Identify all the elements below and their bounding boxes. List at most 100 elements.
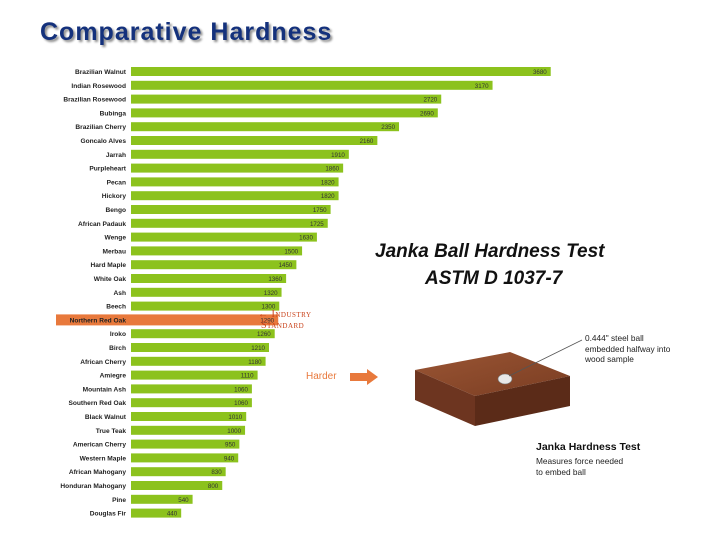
bar-douglas-fir: [131, 508, 182, 518]
bar-honduran-mahogany: [131, 481, 223, 490]
category-label: Amiegre: [100, 373, 127, 380]
value-label: 1860: [325, 166, 339, 173]
ball-note-line3: wood sample: [585, 354, 634, 364]
category-label: Bubinga: [100, 110, 127, 117]
wood-block-top: [415, 352, 570, 396]
category-label: Hard Maple: [90, 262, 126, 269]
category-label: Pine: [112, 497, 126, 504]
category-label: African Cherry: [80, 359, 126, 366]
category-label: Hickory: [102, 193, 127, 200]
bar-northern-red-oak: [131, 315, 279, 325]
value-label: 2350: [381, 124, 395, 131]
bar-beech: [131, 301, 280, 311]
value-label: 3170: [475, 83, 489, 90]
bar-african-mahogany: [131, 467, 226, 477]
ball-note-line2: embedded halfway into: [585, 343, 671, 354]
bar-merbau: [131, 246, 303, 256]
category-label: Ash: [114, 290, 126, 297]
bar-bubinga: [131, 108, 438, 118]
category-label: American Cherry: [73, 442, 126, 449]
category-label: Western Maple: [80, 455, 127, 462]
bar-mountain-ash: [131, 384, 252, 394]
value-label: 1360: [268, 276, 282, 283]
janka-diagram-description: Measures force needed to embed ball: [536, 456, 686, 477]
bar-purpleheart: [131, 163, 344, 173]
category-label: Douglas Fir: [90, 511, 127, 518]
bar-goncalo-alves: [131, 136, 378, 145]
janka-test-line1: Janka Ball Hardness Test: [375, 241, 605, 262]
category-label: White Oak: [94, 276, 127, 283]
category-label: Honduran Mahogany: [60, 483, 126, 490]
value-label: 1725: [310, 221, 324, 228]
bar-hard-maple: [131, 260, 297, 270]
category-label: Mountain Ash: [83, 386, 126, 393]
bar-indian-rosewood: [131, 80, 493, 90]
harder-arrow-icon: [350, 369, 378, 385]
value-label: 1060: [234, 386, 248, 393]
category-label: Merbau: [103, 248, 126, 255]
value-label: 950: [225, 442, 236, 449]
category-label: Northern Red Oak: [70, 317, 127, 324]
value-label: 1910: [331, 152, 345, 159]
bar-african-padauk: [131, 218, 328, 228]
category-label: Black Walnut: [85, 414, 127, 421]
industry-standard-line2: Standard: [261, 320, 305, 331]
value-label: 1630: [299, 235, 313, 242]
steel-ball-icon: [497, 373, 513, 385]
category-label: Indian Rosewood: [71, 83, 126, 90]
janka-test-line2: ASTM D 1037-7: [425, 268, 563, 289]
bar-pecan: [131, 177, 339, 187]
category-label: Pecan: [107, 179, 126, 186]
harder-label: Harder: [306, 371, 337, 382]
value-label: 1820: [321, 193, 335, 200]
bar-american-cherry: [131, 439, 240, 449]
category-label: True Teak: [96, 428, 127, 435]
bar-brazilian-rosewood: [131, 94, 442, 104]
bar-bengo: [131, 205, 331, 214]
wood-sample-diagram: [415, 339, 583, 426]
value-label: 1180: [248, 359, 262, 366]
category-label: Birch: [109, 345, 126, 352]
value-label: 1300: [262, 304, 276, 311]
diagram-desc-line2: to embed ball: [536, 466, 586, 477]
wood-block-side: [475, 376, 570, 426]
value-label: 800: [208, 483, 219, 490]
slide-title: Comparative Hardness: [40, 18, 333, 46]
janka-test-heading: Janka Ball Hardness Test ASTM D 1037-7: [375, 238, 705, 292]
value-label: 3680: [533, 69, 547, 76]
value-label: 2160: [360, 138, 374, 145]
wood-block-front: [415, 370, 475, 426]
category-label: African Mahogany: [69, 469, 126, 476]
bar-ash: [131, 287, 282, 297]
bar-black-walnut: [131, 412, 247, 421]
steel-ball-note: 0.444" steel ball embedded halfway into …: [585, 333, 670, 365]
bar-brazilian-cherry: [131, 122, 400, 132]
value-label: 830: [211, 469, 222, 476]
value-label: 1000: [227, 428, 241, 435]
bar-brazilian-walnut: [131, 67, 551, 76]
ball-pointer-line: [508, 339, 583, 377]
bar-birch: [131, 343, 270, 352]
category-label: Brazilian Rosewood: [63, 97, 126, 104]
value-label: 1210: [251, 345, 265, 352]
category-label: Iroko: [110, 331, 126, 338]
bar-african-cherry: [131, 356, 266, 366]
value-label: 1010: [228, 414, 242, 421]
category-label: Brazilian Cherry: [75, 124, 126, 131]
value-label: 1450: [279, 262, 293, 269]
ball-note-line1: 0.444" steel ball: [585, 333, 644, 343]
industry-standard-line1: ← Industry: [258, 309, 312, 320]
category-label: Purpleheart: [89, 166, 126, 173]
value-label: 2720: [423, 97, 437, 104]
value-label: 1500: [284, 248, 298, 255]
bar-hickory: [131, 191, 339, 201]
bar-true-teak: [131, 425, 246, 435]
value-label: 1750: [313, 207, 327, 214]
bar-iroko: [131, 329, 275, 339]
value-label: 1320: [264, 290, 278, 297]
value-label: 440: [167, 511, 178, 518]
category-label: Southern Red Oak: [68, 400, 126, 407]
bar-white-oak: [131, 274, 287, 283]
value-label: 940: [224, 455, 235, 462]
